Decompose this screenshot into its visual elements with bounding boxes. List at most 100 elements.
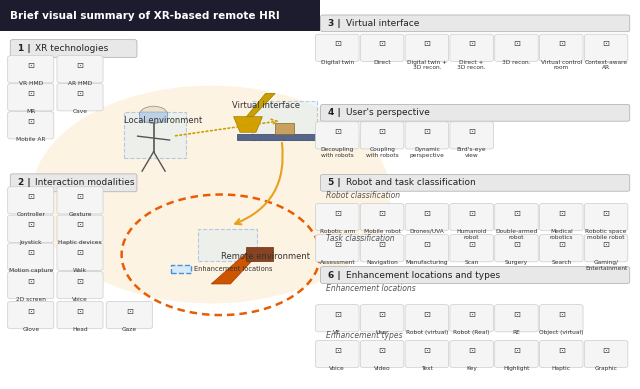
FancyBboxPatch shape (360, 122, 404, 149)
FancyBboxPatch shape (495, 340, 538, 368)
Text: Brief visual summary of XR-based remote HRI: Brief visual summary of XR-based remote … (10, 11, 279, 21)
Text: ⊡: ⊡ (603, 345, 609, 355)
Polygon shape (211, 253, 259, 284)
FancyBboxPatch shape (321, 104, 630, 121)
Text: ⊡: ⊡ (603, 209, 609, 218)
FancyBboxPatch shape (584, 203, 628, 231)
Text: Mobile robot: Mobile robot (364, 229, 401, 234)
Text: ⊡: ⊡ (77, 277, 83, 286)
Text: ⊡: ⊡ (468, 209, 475, 218)
Text: AR HMD: AR HMD (68, 81, 92, 86)
Text: 3D recon.: 3D recon. (502, 60, 531, 65)
Text: VR HMD: VR HMD (19, 81, 43, 86)
FancyBboxPatch shape (584, 235, 628, 262)
FancyBboxPatch shape (495, 305, 538, 332)
FancyBboxPatch shape (57, 56, 103, 83)
FancyBboxPatch shape (252, 101, 317, 140)
Polygon shape (246, 93, 275, 117)
FancyBboxPatch shape (10, 174, 137, 192)
Text: Voice: Voice (330, 366, 345, 371)
Text: ⊡: ⊡ (28, 220, 34, 230)
FancyBboxPatch shape (360, 340, 404, 368)
FancyBboxPatch shape (450, 235, 493, 262)
Text: ⊡: ⊡ (558, 240, 564, 249)
Text: Glove: Glove (22, 327, 39, 332)
FancyBboxPatch shape (316, 305, 359, 332)
FancyBboxPatch shape (321, 267, 630, 283)
Text: Navigation: Navigation (366, 260, 398, 265)
Circle shape (140, 106, 168, 123)
Text: Haptic devices: Haptic devices (58, 240, 102, 245)
Text: ⊡: ⊡ (77, 61, 83, 70)
Text: Walk: Walk (73, 268, 87, 273)
FancyBboxPatch shape (275, 123, 294, 134)
Text: ⊡: ⊡ (468, 345, 475, 355)
FancyBboxPatch shape (316, 340, 359, 368)
Text: Head: Head (72, 327, 88, 332)
FancyBboxPatch shape (321, 15, 630, 32)
FancyBboxPatch shape (10, 40, 137, 58)
FancyBboxPatch shape (316, 122, 359, 149)
Text: ⊡: ⊡ (334, 39, 340, 49)
FancyBboxPatch shape (584, 340, 628, 368)
FancyBboxPatch shape (316, 203, 359, 231)
Text: Gaze: Gaze (122, 327, 137, 332)
FancyBboxPatch shape (360, 203, 404, 231)
FancyBboxPatch shape (495, 235, 538, 262)
Text: ⊡: ⊡ (28, 117, 34, 126)
FancyBboxPatch shape (8, 215, 54, 242)
FancyBboxPatch shape (360, 34, 404, 61)
Text: ⊡: ⊡ (334, 310, 340, 319)
Text: ⊡: ⊡ (334, 209, 340, 218)
Text: RE: RE (513, 330, 520, 335)
FancyBboxPatch shape (57, 215, 103, 242)
Text: Remote environment: Remote environment (221, 252, 310, 261)
Text: Assessment: Assessment (319, 260, 355, 265)
Text: Enhancement locations: Enhancement locations (326, 284, 416, 293)
FancyBboxPatch shape (57, 84, 103, 111)
Text: User's perspective: User's perspective (346, 108, 429, 117)
Text: ⊡: ⊡ (379, 310, 385, 319)
Text: ⊡: ⊡ (77, 89, 83, 98)
FancyBboxPatch shape (316, 34, 359, 61)
Text: Motion capture: Motion capture (8, 268, 53, 273)
Text: 4 |: 4 | (328, 108, 341, 117)
Text: Direct +
3D recon.: Direct + 3D recon. (458, 60, 486, 70)
Text: Enhancement locations and types: Enhancement locations and types (346, 270, 500, 280)
Text: ⊡: ⊡ (28, 192, 34, 201)
Text: Digital twin +
3D recon.: Digital twin + 3D recon. (407, 60, 447, 70)
Text: 6 |: 6 | (328, 270, 341, 280)
Text: Video: Video (374, 366, 390, 371)
Text: Surgery: Surgery (505, 260, 528, 265)
Text: Enhancement locations: Enhancement locations (194, 266, 273, 272)
FancyBboxPatch shape (405, 305, 449, 332)
Text: Scan: Scan (465, 260, 479, 265)
FancyBboxPatch shape (405, 235, 449, 262)
Text: ⊡: ⊡ (379, 240, 385, 249)
FancyBboxPatch shape (540, 305, 583, 332)
Text: Gaming/
Entertainment: Gaming/ Entertainment (585, 260, 627, 271)
Text: Dynamic
perspective: Dynamic perspective (410, 147, 444, 158)
Text: ⊡: ⊡ (513, 310, 520, 319)
Text: ⊡: ⊡ (468, 310, 475, 319)
FancyBboxPatch shape (405, 340, 449, 368)
Text: Interaction modalities: Interaction modalities (35, 178, 134, 187)
FancyBboxPatch shape (57, 301, 103, 329)
Text: ⊡: ⊡ (126, 307, 132, 316)
Text: ⊡: ⊡ (379, 345, 385, 355)
Polygon shape (237, 134, 320, 140)
FancyBboxPatch shape (106, 301, 152, 329)
Text: ⊡: ⊡ (603, 240, 609, 249)
Text: Virtual control
room: Virtual control room (541, 60, 582, 70)
FancyBboxPatch shape (405, 122, 449, 149)
FancyBboxPatch shape (321, 174, 630, 191)
Text: 3 |: 3 | (328, 19, 341, 28)
Text: Robot (Real): Robot (Real) (453, 330, 490, 335)
Text: ⊡: ⊡ (558, 310, 564, 319)
FancyBboxPatch shape (450, 305, 493, 332)
FancyBboxPatch shape (495, 34, 538, 61)
Text: Direct: Direct (373, 60, 391, 65)
FancyBboxPatch shape (57, 187, 103, 214)
Text: ⊡: ⊡ (424, 240, 430, 249)
Text: Joystick: Joystick (19, 240, 42, 245)
